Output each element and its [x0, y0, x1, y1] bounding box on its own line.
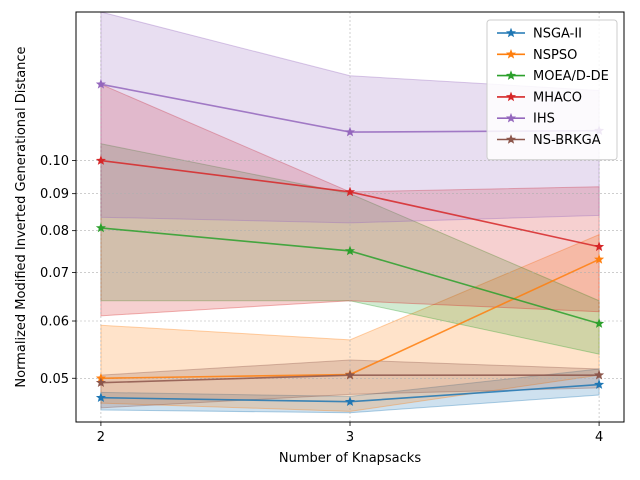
- y-tick-label: 0.05: [40, 372, 69, 387]
- legend-label: NS-BRKGA: [533, 133, 601, 148]
- x-tick-label: 2: [97, 430, 105, 445]
- y-axis-label: Normalized Modified Inverted Generationa…: [14, 46, 29, 387]
- legend-label: NSPSO: [533, 48, 577, 63]
- legend-swatch-marker: [505, 112, 517, 123]
- legend-item: NS-BRKGA: [497, 133, 601, 148]
- band-5: [100, 359, 600, 409]
- legend-label: MOEA/D-DE: [533, 69, 609, 84]
- legend-label: IHS: [533, 112, 555, 127]
- legend-item: NSPSO: [497, 48, 577, 63]
- data-point: [95, 78, 106, 89]
- y-axis-ticks: 0.05 0.06 0.07 0.08 0.09 0.10: [40, 154, 76, 387]
- data-point: [344, 396, 356, 407]
- data-point: [594, 379, 605, 389]
- data-point: [594, 254, 605, 264]
- data-point: [95, 377, 106, 387]
- data-point: [95, 155, 106, 165]
- y-tick-label: 0.07: [40, 266, 69, 281]
- legend-swatch-marker: [505, 48, 517, 59]
- data-point: [594, 318, 605, 328]
- legend-label: NSGA-II: [533, 27, 582, 42]
- x-tick-label: 3: [346, 430, 354, 445]
- data-point: [344, 186, 356, 197]
- legend-item: NSGA-II: [497, 27, 582, 42]
- data-point: [344, 245, 356, 256]
- data-point: [95, 222, 106, 233]
- x-tick-label: 4: [595, 430, 603, 445]
- y-tick-label: 0.10: [40, 154, 69, 169]
- legend-swatch-marker: [505, 91, 517, 102]
- legend-swatch-marker: [505, 27, 517, 38]
- y-tick-label: 0.06: [40, 315, 69, 330]
- legend: NSGA-II NSPSO MOEA/D-DE MHACO IHS NS-BRKGA: [486, 19, 618, 161]
- x-axis-ticks: 2 3 4: [97, 422, 603, 445]
- data-point: [344, 126, 356, 137]
- data-point: [594, 241, 605, 252]
- y-tick-label: 0.08: [40, 224, 69, 239]
- legend-swatch-marker: [505, 134, 517, 144]
- data-point: [344, 369, 356, 380]
- legend-item: MOEA/D-DE: [497, 69, 609, 84]
- legend-item: MHACO: [497, 90, 582, 105]
- legend-swatch-marker: [505, 70, 517, 80]
- y-tick-label: 0.09: [40, 187, 69, 202]
- data-point: [594, 369, 605, 380]
- series-lines: [95, 78, 605, 407]
- legend-item: IHS: [497, 112, 555, 127]
- data-point: [95, 392, 106, 402]
- x-axis-label: Number of Knapsacks: [279, 451, 421, 466]
- legend-label: MHACO: [533, 90, 582, 105]
